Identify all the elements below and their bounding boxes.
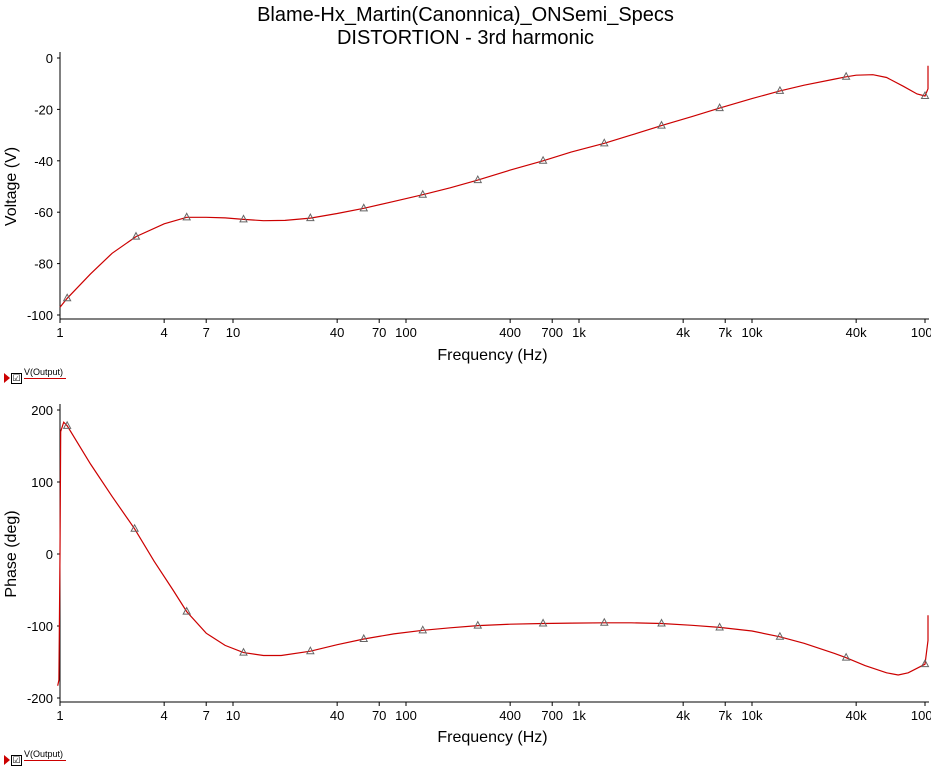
data-point-marker [239,647,248,656]
chart-title-line2: DISTORTION - 3rd harmonic [336,27,595,49]
x-tick-label: 7k [718,708,732,723]
data-point-marker [359,633,369,642]
data-point-marker [841,652,851,661]
x-tick-label: 40k [846,708,867,723]
y-axis-label: Phase (deg) [3,510,20,597]
x-tick-label: 100k [911,708,931,723]
legend-phase[interactable]: ☑ V(Output) [4,749,84,768]
x-tick-label: 4 [161,325,168,340]
x-tick-label: 400 [499,708,521,723]
y-tick-label: -100 [27,619,53,634]
x-tick-label: 10 [226,708,240,723]
data-point-marker [62,420,72,429]
data-point-marker [920,90,930,100]
data-point-marker [599,617,609,626]
y-tick-label: -100 [27,308,53,323]
x-tick-label: 4k [676,708,690,723]
x-tick-label: 1 [56,325,63,340]
y-tick-label: -40 [34,154,53,169]
data-point-marker [239,214,248,223]
y-tick-label: -60 [34,205,53,220]
data-point-marker [306,646,315,655]
chart-title: Blame-Hx_Martin(Canonnica)_ONSemi_Specs … [0,4,931,50]
data-point-marker [538,618,548,627]
y-axis-label: Voltage (V) [3,147,20,226]
x-tick-label: 700 [541,325,563,340]
data-point-marker [657,618,666,627]
data-point-marker [715,622,724,631]
data-point-marker [657,120,666,129]
x-tick-label: 1 [56,708,63,723]
y-tick-label: 100 [31,475,53,490]
x-tick-label: 7 [203,325,210,340]
data-point-marker [62,293,72,302]
y-tick-label: -80 [34,257,53,272]
legend-checkbox[interactable]: ☑ [11,373,22,384]
x-tick-label: 4k [676,325,690,340]
x-tick-label: 1k [572,708,586,723]
x-tick-label: 70 [372,708,386,723]
x-tick-label: 40 [330,708,344,723]
y-tick-label: -20 [34,102,53,117]
legend-label: V(Output) [24,367,64,377]
data-point-marker [473,620,483,629]
legend-checkbox[interactable]: ☑ [11,755,22,766]
x-tick-label: 10 [226,325,240,340]
data-point-marker [599,138,609,147]
data-point-marker [538,155,548,164]
data-point-marker [715,103,724,112]
trace-select-marker-icon[interactable] [4,755,10,765]
x-tick-label: 7 [203,708,210,723]
data-point-marker [182,606,192,615]
data-point-marker [775,85,785,94]
x-tick-label: 1k [572,325,586,340]
y-tick-label: 0 [46,51,53,66]
data-point-marker [130,523,139,532]
data-point-marker [306,213,315,222]
x-tick-label: 100 [395,708,417,723]
x-tick-label: 700 [541,708,563,723]
legend-label: V(Output) [24,749,64,759]
legend-swatch [24,378,66,379]
trace-select-marker-icon[interactable] [4,373,10,383]
data-point-marker [418,625,428,634]
data-point-marker [182,212,192,221]
x-tick-label: 40k [846,325,867,340]
chart-title-line1: Blame-Hx_Martin(Canonnica)_ONSemi_Specs [257,4,674,26]
data-point-marker [775,631,785,640]
series-line-output [59,65,929,308]
data-point-marker [473,175,483,184]
y-tick-label: 200 [31,403,53,418]
x-tick-label: 4 [161,708,168,723]
legend-voltage[interactable]: ☑ V(Output) [4,367,84,386]
x-tick-label: 70 [372,325,386,340]
x-tick-label: 400 [499,325,521,340]
x-tick-label: 100k [911,325,931,340]
y-tick-label: -200 [27,691,53,706]
series-line-output [57,421,929,686]
data-point-marker [418,189,428,198]
data-point-marker [920,659,930,668]
x-tick-label: 10k [742,708,763,723]
x-tick-label: 100 [395,325,417,340]
data-point-marker [131,231,141,240]
x-tick-label: 10k [742,325,763,340]
x-axis-label: Frequency (Hz) [437,729,547,746]
legend-swatch [24,760,66,761]
x-tick-label: 40 [330,325,344,340]
data-point-marker [841,71,851,80]
x-axis-label: Frequency (Hz) [437,347,547,364]
y-tick-label: 0 [46,547,53,562]
x-tick-label: 7k [718,325,732,340]
data-point-marker [359,203,369,212]
